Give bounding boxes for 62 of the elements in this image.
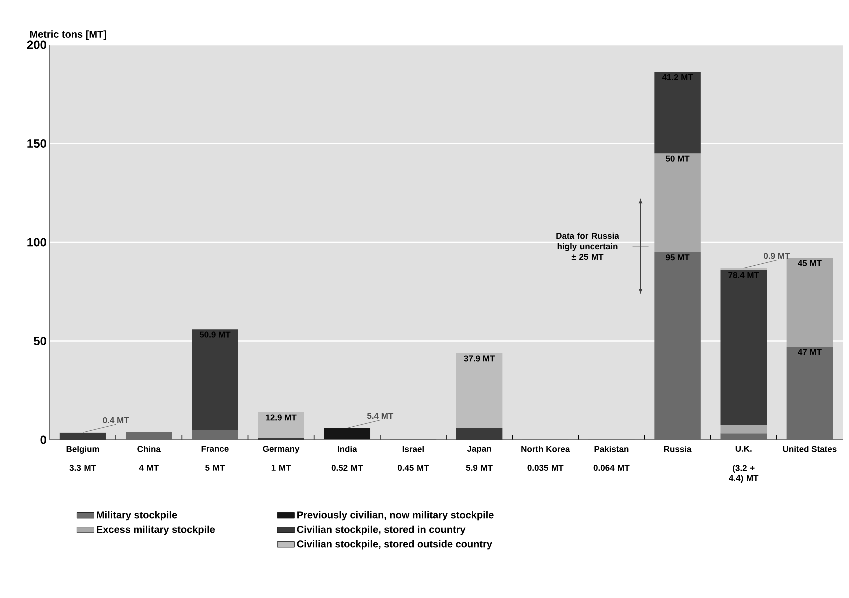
data-label: 50.9 MT (200, 332, 231, 338)
x-tick-label: U.K. (736, 446, 752, 452)
bar (126, 432, 172, 440)
x-tick-label: Israel (402, 446, 424, 452)
data-label: 0.9 MT (764, 253, 790, 260)
bar (786, 347, 834, 440)
data-label: 5.9 MT (466, 465, 493, 472)
y-axis-title: Metric tons [MT] (30, 30, 106, 40)
bar (456, 428, 503, 440)
bar (258, 412, 304, 438)
data-label: 47 MT (798, 349, 822, 356)
y-tick-label: 0 (40, 436, 46, 444)
legend-label: Military stockpile (97, 511, 178, 521)
data-label: 5.4 MT (367, 413, 394, 420)
data-label: 12.9 MT (266, 414, 297, 421)
legend-label: Civilian stockpile, stored outside country (297, 540, 492, 550)
x-tick-label: China (138, 446, 161, 452)
bar (324, 428, 371, 439)
bar (654, 72, 701, 154)
y-tick-label: 200 (27, 40, 46, 50)
x-tick-label: Germany (263, 446, 300, 454)
data-label: 95 MT (666, 254, 690, 261)
bar (786, 258, 834, 348)
bar (456, 353, 503, 428)
x-tick-label: France (202, 446, 229, 452)
bar (192, 430, 238, 440)
bar (720, 434, 768, 440)
y-tick-label: 150 (28, 140, 46, 148)
data-label: 50 MT (666, 156, 690, 162)
x-tick-label: United States (783, 446, 837, 452)
x-tick-label: India (338, 446, 358, 452)
annotation: Data for Russia higly uncertain ± 25 MT (556, 232, 620, 260)
x-tick-label: North Korea (522, 446, 570, 452)
legend-label: Civilian stockpile, stored in country (297, 526, 466, 536)
bar (654, 252, 701, 440)
x-tick-label: Russia (664, 446, 692, 452)
x-tick-label: Pakistan (594, 446, 629, 452)
y-tick-label: 50 (34, 337, 46, 346)
data-label: 37.9 MT (464, 356, 496, 362)
bar (654, 154, 701, 252)
x-tick-label: Japan (467, 446, 492, 454)
bar (60, 433, 106, 440)
bar (720, 424, 768, 434)
data-label: 0.4 MT (103, 417, 130, 424)
data-label: 0.035 MT (528, 465, 564, 472)
data-label: 0.52 MT (332, 465, 364, 472)
data-label: 78.4 MT (728, 272, 760, 278)
x-tick-label: Belgium (66, 446, 100, 454)
legend-label: Excess military stockpile (97, 526, 216, 536)
data-label: 1 MT (272, 465, 292, 471)
data-label: 41.2 MT (662, 74, 694, 80)
data-label: 4 MT (139, 465, 159, 471)
legend-label: Previously civilian, now military stockpile (298, 511, 494, 521)
bar (720, 270, 768, 425)
data-label: 0.064 MT (594, 465, 630, 472)
y-tick-label: 100 (28, 238, 46, 247)
data-label: 0.45 MT (398, 465, 430, 472)
bar (192, 330, 238, 430)
data-label: 45 MT (798, 260, 822, 266)
data-label: (3.2 + 4.4) MT (729, 465, 759, 483)
data-label: 5 MT (206, 465, 226, 471)
data-label: 3.3 MT (70, 465, 96, 472)
